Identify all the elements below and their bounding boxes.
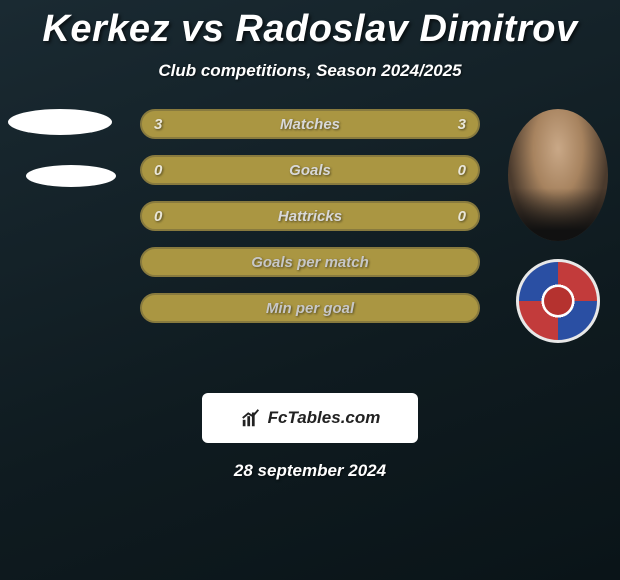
stat-right-value: 3 <box>458 116 466 133</box>
player-photo <box>508 109 608 241</box>
stat-row: 3 Matches 3 <box>140 109 480 139</box>
stats-bars: 3 Matches 3 0 Goals 0 0 Hattricks 0 Goal… <box>140 109 480 339</box>
stat-label: Min per goal <box>142 300 478 317</box>
comparison-panel: 3 Matches 3 0 Goals 0 0 Hattricks 0 Goal… <box>0 109 620 369</box>
brand-link[interactable]: FcTables.com <box>202 393 418 443</box>
brand-label: FcTables.com <box>268 408 381 428</box>
ellipse-shape <box>26 165 116 187</box>
stat-label: Goals <box>142 162 478 179</box>
ellipse-shape <box>8 109 112 135</box>
date-label: 28 september 2024 <box>0 461 620 481</box>
stat-left-value: 0 <box>154 208 162 225</box>
stat-row: 0 Hattricks 0 <box>140 201 480 231</box>
subtitle: Club competitions, Season 2024/2025 <box>0 61 620 81</box>
stat-label: Matches <box>142 116 478 133</box>
stat-label: Hattricks <box>142 208 478 225</box>
left-player-placeholder <box>8 109 116 217</box>
stat-left-value: 0 <box>154 162 162 179</box>
page-title: Kerkez vs Radoslav Dimitrov <box>0 0 620 51</box>
stat-row: Min per goal <box>140 293 480 323</box>
stat-label: Goals per match <box>142 254 478 271</box>
stat-right-value: 0 <box>458 162 466 179</box>
stat-row: 0 Goals 0 <box>140 155 480 185</box>
stat-row: Goals per match <box>140 247 480 277</box>
stat-left-value: 3 <box>154 116 162 133</box>
chart-icon <box>240 407 262 429</box>
club-badge-icon <box>516 259 600 343</box>
right-player-column <box>508 109 608 343</box>
stat-right-value: 0 <box>458 208 466 225</box>
